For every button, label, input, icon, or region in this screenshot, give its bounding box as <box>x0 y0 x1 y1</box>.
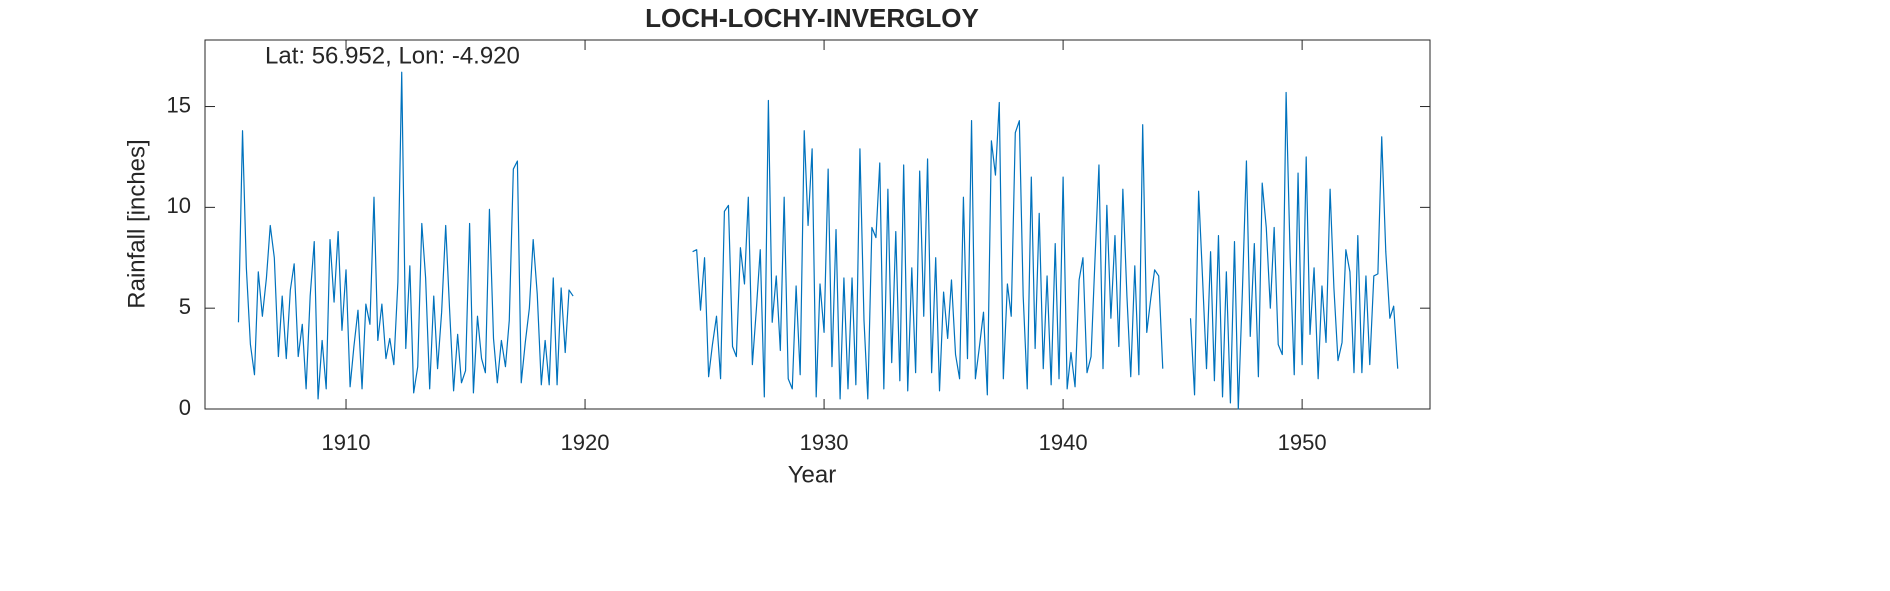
x-axis-label: Year <box>788 461 837 488</box>
data-line <box>237 71 1399 410</box>
x-tick-label: 1910 <box>322 430 371 455</box>
y-tick-label: 0 <box>179 395 191 420</box>
plot-frame <box>204 39 1431 410</box>
y-axis-label: Rainfall [inches] <box>123 139 150 308</box>
y-tick-label: 5 <box>179 294 191 319</box>
x-tick-label: 1920 <box>561 430 610 455</box>
chart-title: LOCH-LOCHY-INVERGLOY <box>645 3 979 33</box>
annotation: Lat: 56.952, Lon: -4.920 <box>265 42 520 69</box>
x-tick-label: 1940 <box>1039 430 1088 455</box>
y-tick-label: 10 <box>167 193 191 218</box>
y-tick-label: 15 <box>167 92 191 117</box>
x-tick-label: 1950 <box>1278 430 1327 455</box>
x-tick-label: 1930 <box>800 430 849 455</box>
